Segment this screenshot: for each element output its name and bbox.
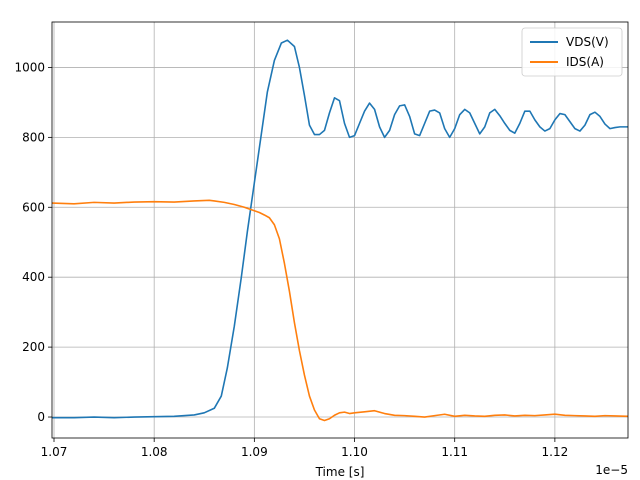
x-tick-label: 1.09 [241,445,268,459]
x-tick-label: 1.12 [542,445,569,459]
x-axis: 1.07 1.08 1.09 1.10 1.11 1.12 [41,438,569,459]
y-axis: 0 200 400 600 800 1000 [14,60,52,424]
series-line-ids [52,199,628,422]
legend-entry-label: VDS(V) [566,35,609,49]
x-axis-label: Time [s] [315,465,365,479]
legend-box [521,27,623,77]
grid-lines [52,22,628,438]
y-tick-label: 1000 [14,60,45,74]
y-tick-label: 800 [22,130,45,144]
axes-frame [51,21,629,439]
y-tick-label: 400 [22,270,45,284]
x-tick-label: 1.07 [41,445,68,459]
x-tick-label: 1.11 [441,445,468,459]
y-tick-label: 600 [22,200,45,214]
series-line-vds [52,39,628,419]
x-axis-offset-label: 1e−5 [595,463,628,477]
legend: VDS(V) IDS(A) [521,27,623,77]
y-tick-label: 200 [22,340,45,354]
x-tick-label: 1.10 [341,445,368,459]
plot-area [52,39,628,422]
y-tick-label: 0 [37,410,45,424]
x-tick-label: 1.08 [141,445,168,459]
legend-entry-label: IDS(A) [566,55,604,69]
